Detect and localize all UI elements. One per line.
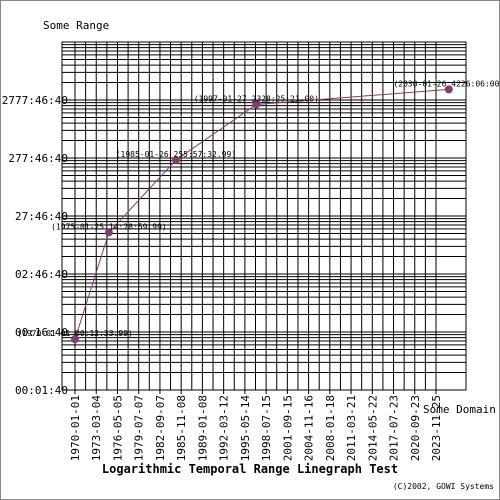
plot-border [61, 41, 467, 391]
x-tick-label: 1982-09-07 [154, 395, 167, 461]
x-tick-label: 2001-09-15 [281, 395, 294, 461]
credit: (C)2002, GOWI Systems [393, 482, 494, 491]
x-tick-label: 1976-05-05 [111, 395, 124, 461]
y-tick-label: 02:46:40 [15, 268, 68, 281]
x-tick-label: 2014-05-22 [366, 395, 379, 461]
data-label: (1985-01-26 255:57:32.99) [116, 150, 236, 159]
x-tick-label: 2011-03-21 [345, 395, 358, 461]
x-tick-label: 2004-11-16 [303, 395, 316, 461]
x-tick-label: 1985-11-08 [175, 395, 188, 461]
data-label: (1970-01-01 00:12:33.99) [17, 329, 133, 338]
x-tick-label: 1995-05-14 [239, 395, 252, 462]
data-point [171, 156, 180, 165]
x-tick-label: 1998-07-15 [260, 395, 273, 461]
y-tick-label: 27:46:40 [15, 210, 68, 223]
y-tick-label: 2777:46:40 [2, 94, 68, 107]
data-point [71, 335, 80, 344]
x-tick-label: 1973-03-04 [90, 395, 103, 462]
data-label: (1975-01-25 14:28:59.99) [51, 222, 167, 231]
data-label: (2030-01-26 4226:06:00) [393, 79, 500, 88]
x-axis-label: Some Domain [423, 403, 496, 416]
y-axis-label: Some Range [43, 19, 109, 32]
y-tick-label: 00:16:40 [15, 326, 68, 339]
x-tick-label: 1970-01-01 [69, 395, 82, 461]
x-tick-label: 1992-03-12 [218, 395, 231, 461]
x-tick-label: 2017-07-23 [388, 395, 401, 461]
x-tick-label: 2020-09-23 [409, 395, 422, 461]
y-tick-label: 277:46:40 [8, 152, 68, 165]
x-tick-label: 1979-07-07 [133, 395, 146, 461]
x-tick-label: 2008-01-18 [324, 395, 337, 461]
y-tick-label: 00:01:40 [15, 384, 68, 397]
chart-title: Logarithmic Temporal Range Linegraph Tes… [102, 462, 398, 476]
x-tick-label: 2023-11-25 [430, 395, 443, 461]
data-point [444, 85, 453, 94]
x-tick-label: 1989-01-08 [196, 395, 209, 461]
data-label: (1997-01-27 2328:25:21.00) [194, 94, 319, 103]
data-point [252, 100, 261, 109]
data-point [104, 228, 113, 237]
